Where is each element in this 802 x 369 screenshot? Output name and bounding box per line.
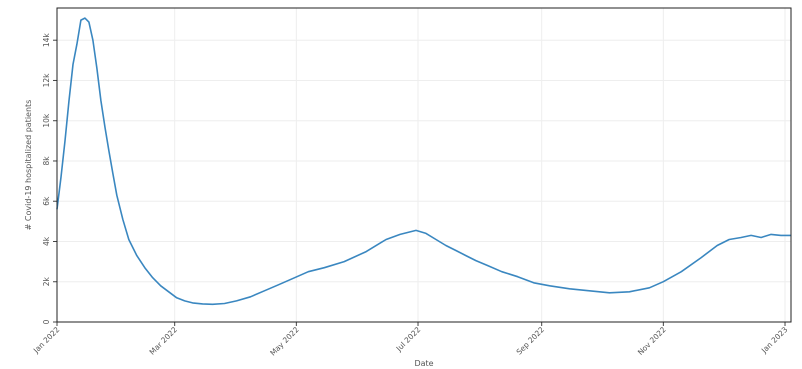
x-axis-ticks: Jan 2022 Mar 2022 May 2022 Jul 2022 Sep 2022… <box>31 322 790 358</box>
x-tick-label: Mar 2022 <box>148 325 180 357</box>
plot-background <box>57 8 791 322</box>
x-tick-label: Jul 2022 <box>394 325 423 354</box>
y-tick-label: 8k <box>42 156 51 166</box>
x-tick-label: May 2022 <box>268 325 301 358</box>
y-axis-title: # Covid-19 hospitalized patients <box>24 100 33 231</box>
y-tick-label: 12k <box>42 73 51 88</box>
series-line <box>56 17 791 306</box>
x-axis-title: Date <box>414 359 433 368</box>
x-tick-label: Sep 2022 <box>515 325 547 357</box>
y-tick-label: 10k <box>42 113 51 128</box>
y-tick-label: 14k <box>42 33 51 48</box>
x-tick-label: Jan 2023 <box>759 325 790 356</box>
y-tick-label: 6k <box>42 196 51 206</box>
y-tick-label: 2k <box>42 277 51 287</box>
y-tick-label: 4k <box>42 236 51 246</box>
gridlines <box>56 8 791 323</box>
x-tick-label: Nov 2022 <box>636 325 668 357</box>
y-axis-ticks: 0 2k 4k 6k 8k 10k 12k 14k <box>42 33 57 324</box>
y-tick-label: 0 <box>42 319 51 324</box>
plot-frame <box>56 7 792 323</box>
x-tick-label: Jan 2022 <box>31 325 62 356</box>
